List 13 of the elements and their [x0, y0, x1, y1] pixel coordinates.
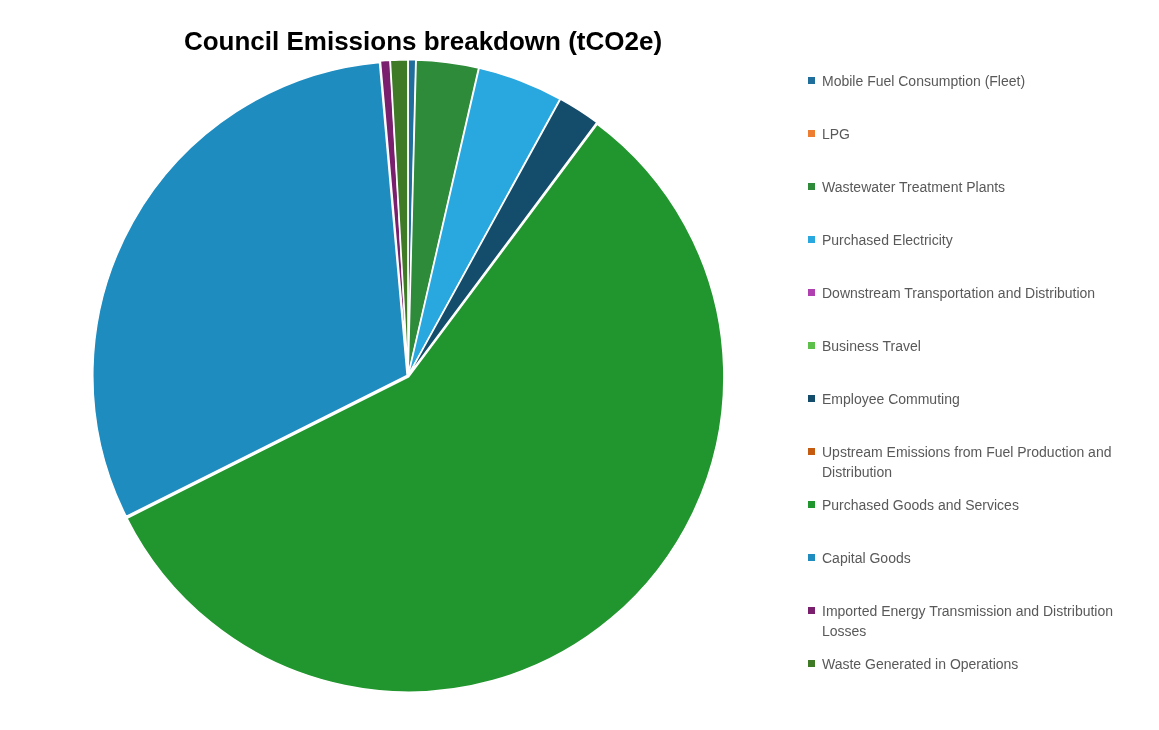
- legend-label: Mobile Fuel Consumption (Fleet): [822, 72, 1026, 91]
- legend-label: Wastewater Treatment Plants: [822, 178, 1006, 197]
- legend-label: LPG: [822, 125, 851, 144]
- chart-title: Council Emissions breakdown (tCO2e): [182, 25, 664, 57]
- legend-label: Capital Goods: [822, 549, 911, 568]
- legend-label: Purchased Goods and Services: [822, 496, 1019, 515]
- legend-label: Downstream Transportation and Distribution: [822, 284, 1096, 303]
- legend-label: Purchased Electricity: [822, 231, 953, 250]
- legend-label: Waste Generated in Operations: [822, 655, 1019, 674]
- legend-label: Imported Energy Transmission and Distribution Losses: [822, 602, 1115, 641]
- legend-label: Business Travel: [822, 337, 921, 356]
- legend-label: Employee Commuting: [822, 390, 960, 409]
- legend-label: Upstream Emissions from Fuel Production and Distribution: [822, 443, 1113, 482]
